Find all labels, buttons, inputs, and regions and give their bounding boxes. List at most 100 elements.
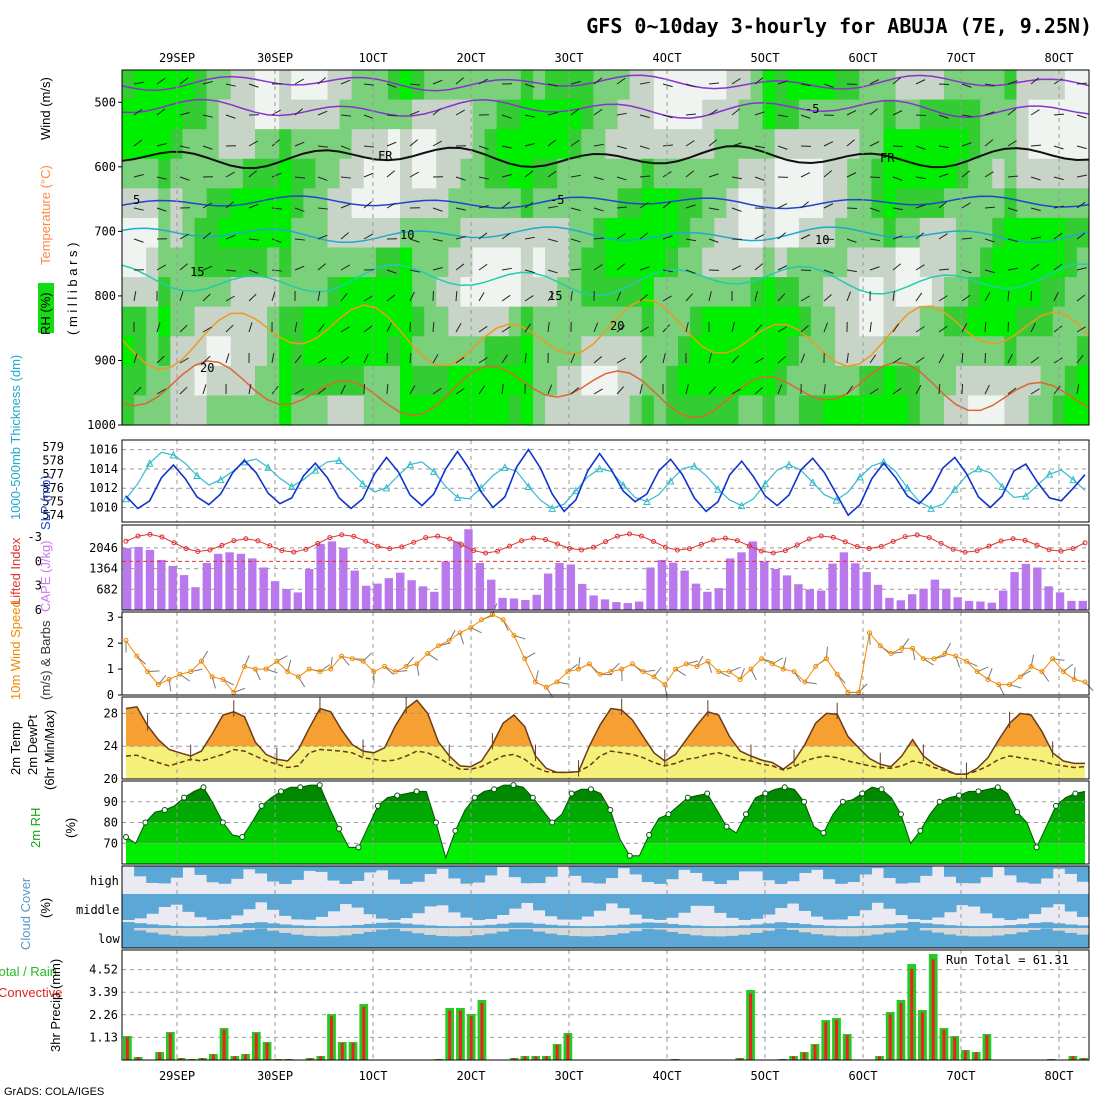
cape-bar (441, 561, 450, 610)
rh-cell (1016, 70, 1030, 101)
rh-cell (182, 247, 196, 279)
lifted-index-line (125, 533, 1086, 554)
cloud-low-gap (968, 928, 981, 937)
rh-cell (665, 306, 680, 338)
cloud-middle-bar (436, 894, 449, 906)
rh-cell (762, 188, 776, 219)
rh-cell (484, 247, 498, 279)
rh-cell (1016, 277, 1030, 308)
wind-barb (984, 352, 987, 364)
cloud-high-bar (581, 866, 594, 883)
rh-cell (520, 277, 534, 308)
wind-barb (133, 353, 138, 364)
wind-barb (685, 384, 689, 395)
cloud-low-bar (1052, 923, 1066, 948)
rh-cell (242, 129, 256, 160)
rh-cell (738, 277, 752, 308)
rh-marker (258, 802, 265, 809)
cloud-low-gap (653, 928, 667, 930)
cloud-middle-label: middle (76, 903, 119, 917)
wind-barb (432, 207, 443, 212)
rh-cell (907, 70, 921, 101)
rh-cell (762, 395, 776, 425)
rh-cell (387, 277, 402, 308)
rh-cell (943, 336, 958, 367)
rh-cell (992, 217, 1006, 249)
wind-speed-marker (198, 658, 204, 664)
rh-cell (641, 247, 655, 279)
rh-cell (532, 395, 547, 425)
wind-barb (1053, 291, 1059, 302)
rh-cell (436, 247, 450, 279)
wind-barb (547, 292, 555, 302)
wind-barb (248, 322, 253, 333)
cloud-high-bar (158, 866, 171, 884)
cape-bar (168, 565, 177, 610)
wind-barb (340, 356, 350, 364)
rh-cell (363, 277, 377, 308)
rh-cell (545, 395, 559, 425)
thickness-marker (1069, 475, 1077, 484)
rh-cell (678, 395, 692, 425)
wind-barb (386, 269, 397, 274)
cape-bar (760, 561, 769, 610)
rh-cell (230, 129, 244, 160)
thickness-marker (453, 493, 462, 501)
rh-cell (339, 306, 353, 338)
cloud-low-bar (520, 922, 534, 948)
wind-barb (501, 114, 512, 119)
rh-cell (1004, 306, 1018, 338)
wind-speed-marker (963, 658, 969, 664)
rh-cell (460, 129, 474, 160)
rh-cell (980, 395, 994, 425)
wind-barb (823, 83, 834, 88)
rh-cell (460, 395, 474, 425)
wind-speed-marker (155, 682, 161, 688)
cloud-middle-bar (1076, 894, 1090, 917)
rh-cell (883, 365, 897, 397)
wind-speed-marker (942, 651, 948, 656)
cloud-low-gap (798, 928, 812, 933)
rh-cell (629, 70, 643, 101)
bottom-date-label: 1OCT (359, 1069, 388, 1083)
rh-cell (629, 365, 643, 397)
rh-cell (738, 306, 752, 338)
thickness-line (125, 451, 1086, 509)
thickness-marker (287, 482, 296, 490)
wind-speed-marker (877, 643, 883, 649)
thickness-marker (122, 494, 130, 503)
rh-cell (230, 188, 244, 219)
cloud-low-gap (823, 928, 836, 936)
rh-cell (774, 99, 788, 131)
rh-cell (641, 336, 655, 367)
wind-barb (317, 291, 321, 302)
cloud-low-bar (400, 923, 413, 948)
wind-barb (570, 387, 579, 395)
rh-cell (1064, 365, 1078, 397)
rh-cell (871, 158, 885, 190)
cape-bar (1033, 567, 1042, 610)
rh-cell (653, 306, 667, 338)
wind-barb (1076, 201, 1086, 209)
rh-cell (508, 70, 522, 101)
wind-barb (501, 232, 511, 240)
wind-speed-marker (382, 663, 388, 669)
wind-barb (984, 206, 996, 209)
rh-cell (605, 188, 619, 219)
wind-barb (984, 171, 994, 178)
rh-cell (907, 158, 921, 190)
rh-cell (859, 365, 873, 397)
rh-cell (387, 395, 402, 425)
rh-cell (859, 306, 873, 338)
wind-speed-marker (694, 663, 700, 669)
rh-cell (230, 247, 244, 279)
wind-speed-marker (554, 679, 560, 685)
rh-cell (1064, 188, 1078, 219)
rh-cell (448, 70, 462, 101)
wind-barb (892, 110, 903, 116)
wind-barb (662, 324, 671, 333)
rh-cell (871, 70, 885, 101)
rh-cell (943, 158, 958, 190)
wind-barb (524, 269, 535, 274)
cape-bar (782, 575, 792, 610)
